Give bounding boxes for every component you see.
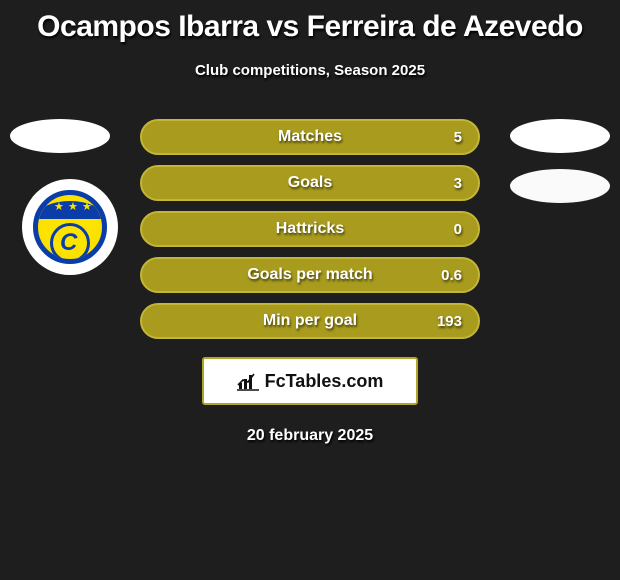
star-icon: ★ <box>68 200 78 213</box>
player-right-placeholder-1 <box>510 119 610 153</box>
star-icon: ★ <box>54 200 64 213</box>
star-icon: ★ <box>82 200 92 213</box>
stat-value: 0.6 <box>441 267 462 284</box>
stat-label: Hattricks <box>276 220 344 238</box>
page-title: Ocampos Ibarra vs Ferreira de Azevedo <box>0 0 620 44</box>
stat-row-min-per-goal: Min per goal 193 <box>140 303 480 339</box>
subtitle: Club competitions, Season 2025 <box>0 62 620 79</box>
stat-value: 3 <box>454 175 462 192</box>
player-right-placeholder-2 <box>510 169 610 203</box>
stat-row-goals-per-match: Goals per match 0.6 <box>140 257 480 293</box>
footer-date: 20 february 2025 <box>0 427 620 445</box>
stat-value: 193 <box>437 313 462 330</box>
stat-row-hattricks: Hattricks 0 <box>140 211 480 247</box>
stat-label: Goals per match <box>247 266 372 284</box>
crest-letter: C <box>60 229 77 257</box>
stat-label: Matches <box>278 128 342 146</box>
club-crest: ★ ★ ★ C <box>22 179 118 275</box>
stat-value: 0 <box>454 221 462 238</box>
stat-row-goals: Goals 3 <box>140 165 480 201</box>
stat-row-matches: Matches 5 <box>140 119 480 155</box>
brand-badge[interactable]: FcTables.com <box>202 357 418 405</box>
club-crest-inner: ★ ★ ★ C <box>33 190 107 264</box>
brand-text: FcTables.com <box>265 371 384 392</box>
stat-label: Goals <box>288 174 332 192</box>
stats-area: ★ ★ ★ C Matches 5 Goals 3 Hattricks 0 Go… <box>0 119 620 339</box>
stat-rows: Matches 5 Goals 3 Hattricks 0 Goals per … <box>140 119 480 339</box>
stat-label: Min per goal <box>263 312 357 330</box>
player-left-placeholder <box>10 119 110 153</box>
chart-icon <box>237 371 259 391</box>
stat-value: 5 <box>454 129 462 146</box>
